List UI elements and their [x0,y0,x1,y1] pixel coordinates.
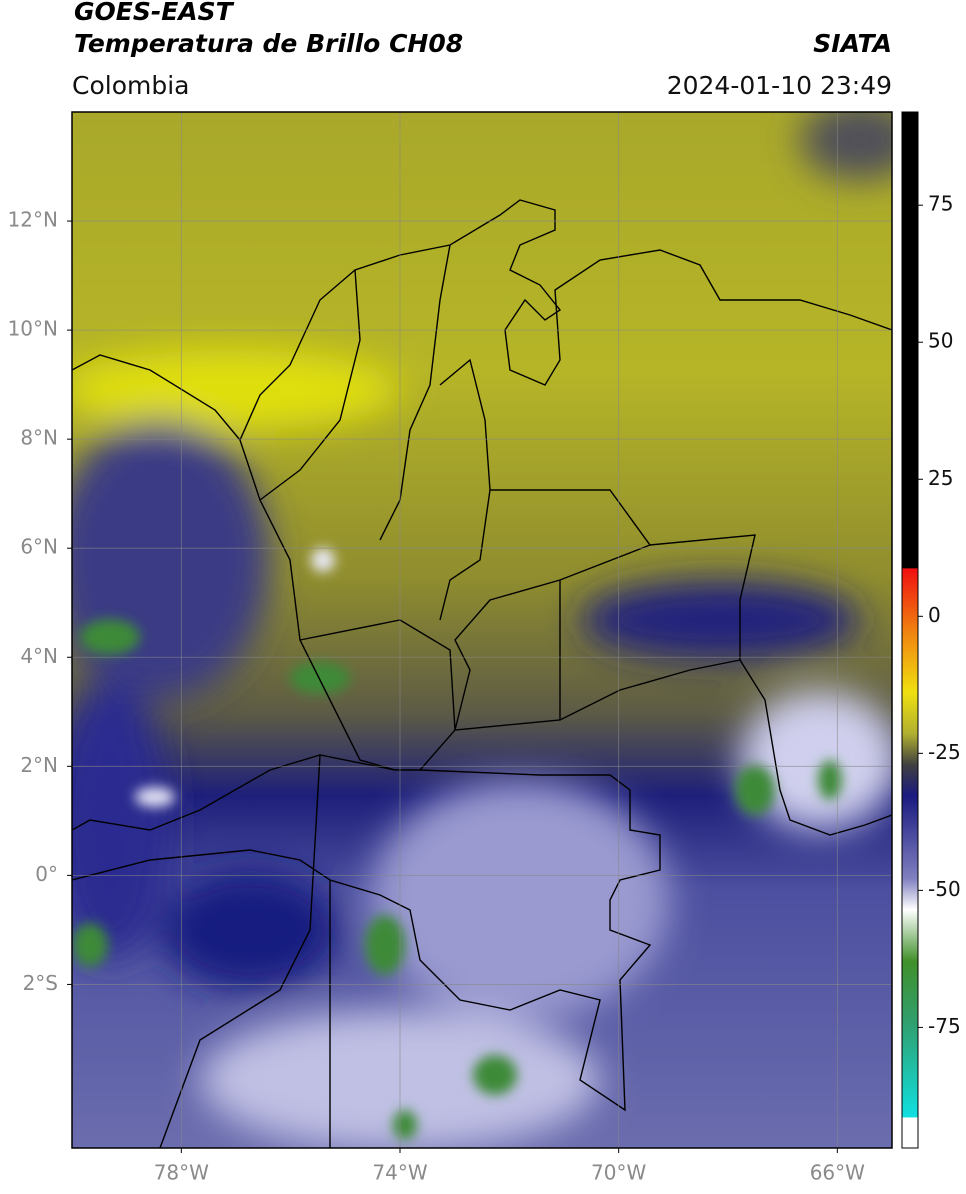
subtitle: Temperatura de Brillo CH08 [74,29,463,58]
colorbar-label: -25 [928,740,961,764]
lon-label: 74°W [372,1161,427,1185]
lat-label: 6°N [20,535,58,559]
colorbar-label: 50 [928,329,953,353]
colorbar-label: -50 [928,877,961,901]
satellite-image [72,112,892,1148]
grid [72,112,892,1148]
map-frame [71,111,893,1149]
lat-label: 10°N [8,317,58,341]
lon-label: 78°W [154,1161,209,1185]
colorbar-label: 0 [928,603,941,627]
lon-label: 66°W [810,1161,865,1185]
lat-label: 8°N [20,426,58,450]
colorbar-label: 75 [928,192,953,216]
organization: SIATA [813,29,892,58]
region: Colombia [72,71,189,100]
lat-label: 2°N [20,753,58,777]
lat-label: 12°N [8,208,58,232]
lat-label: 4°N [20,644,58,668]
lon-label: 70°W [591,1161,646,1185]
lat-label: 2°S [23,971,58,995]
colorbar-label: 25 [928,466,953,490]
colorbar [901,111,919,1149]
colorbar-label: -75 [928,1014,961,1038]
borders [72,199,892,1148]
datetime: 2024-01-10 23:49 [667,71,892,100]
title: GOES-EAST [74,0,235,26]
lat-label: 0° [35,862,58,886]
